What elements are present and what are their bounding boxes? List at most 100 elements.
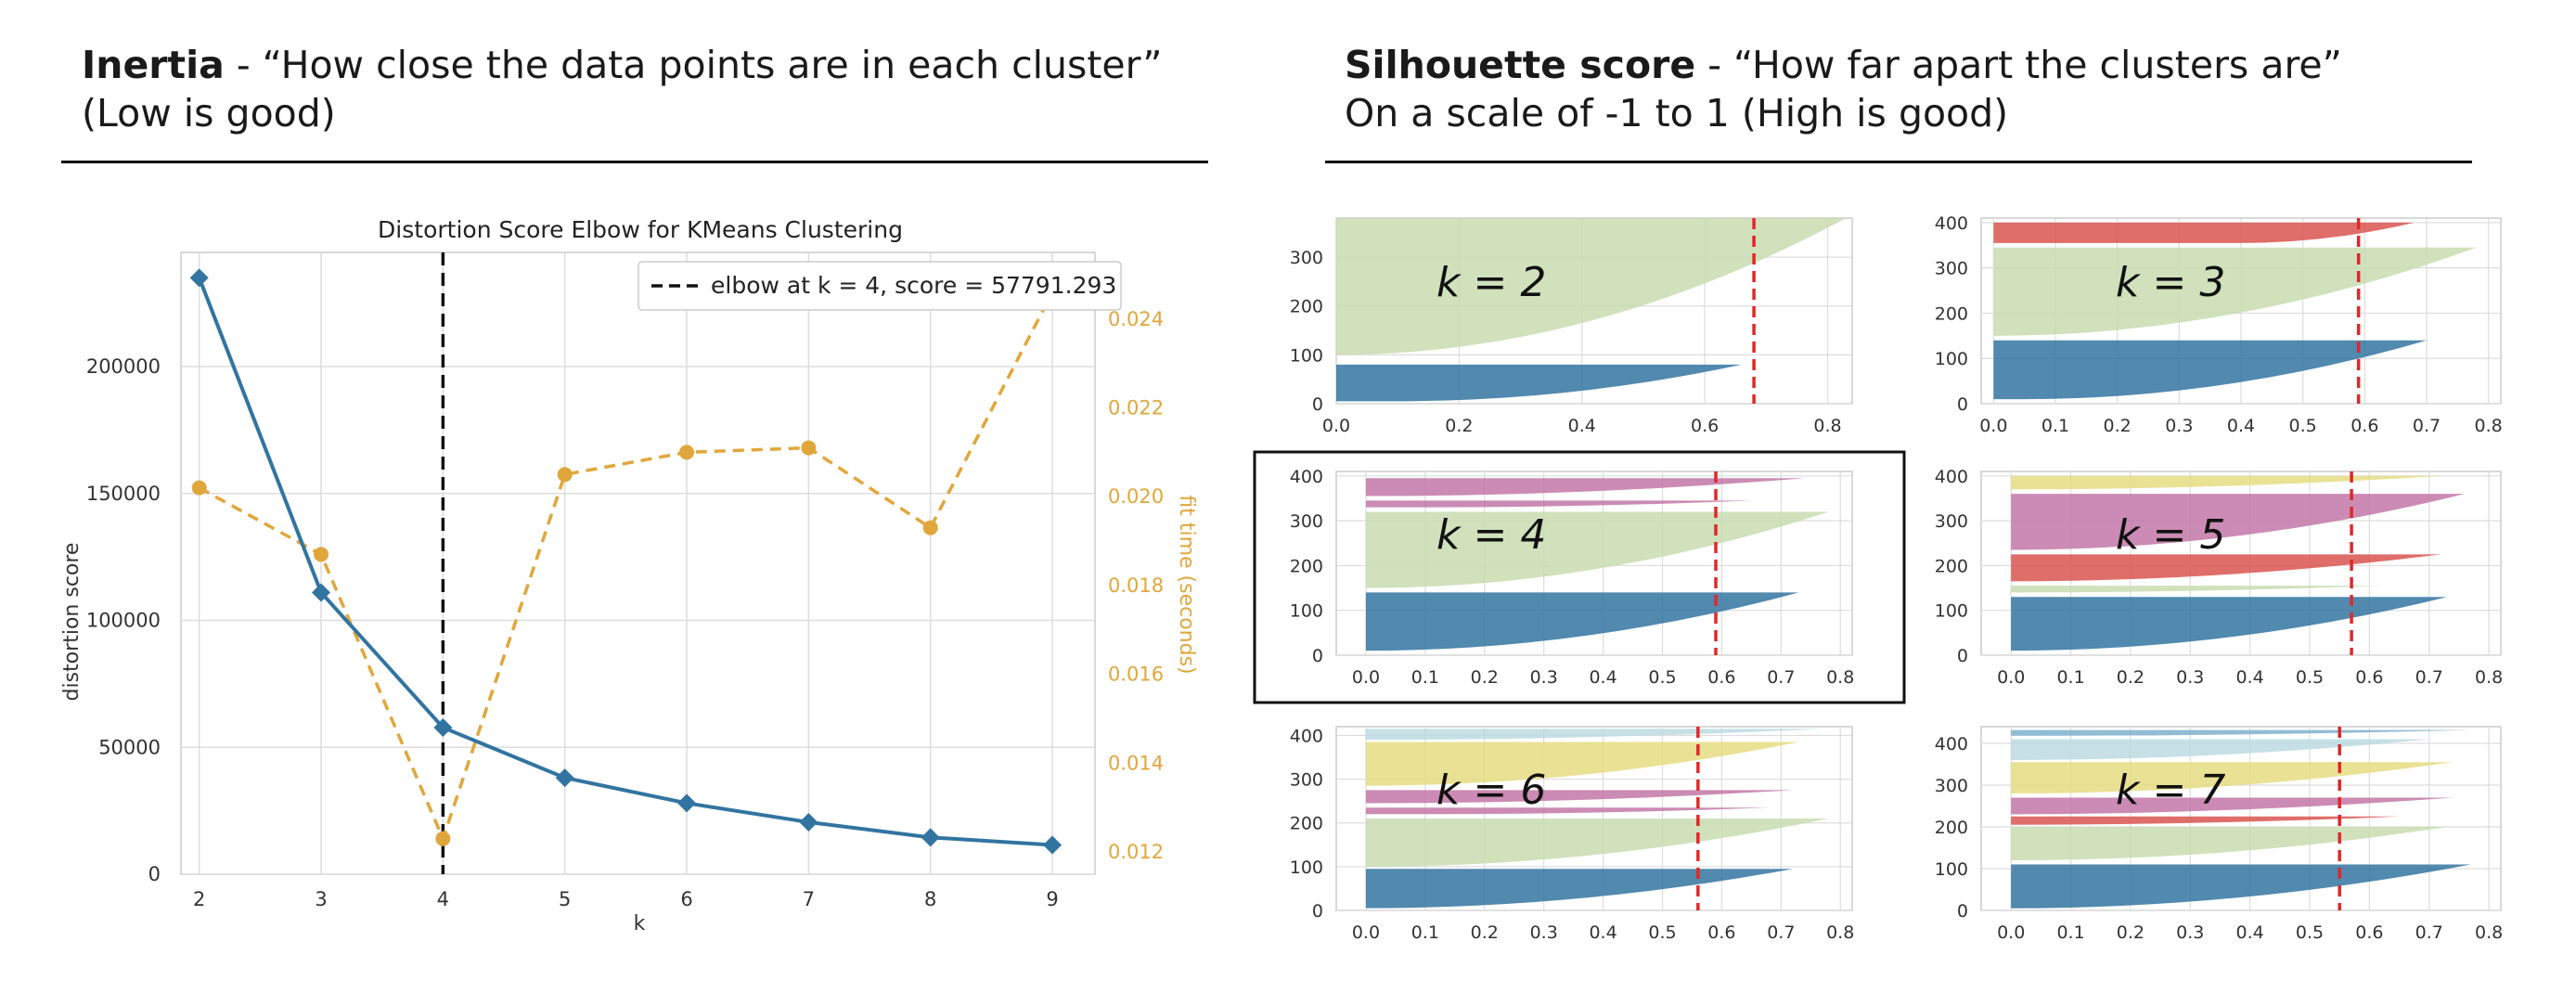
panel-y-tick-label: 300 [1290, 770, 1323, 791]
panel-y-tick-label: 400 [1290, 726, 1323, 746]
panel-x-tick-label: 0.5 [2296, 667, 2324, 688]
panel-y-tick-label: 300 [1290, 511, 1323, 532]
elbow-title: Distortion Score Elbow for KMeans Cluste… [378, 216, 903, 243]
panel-x-tick-label: 0.8 [1813, 416, 1841, 436]
panel-y-tick-label: 400 [1935, 213, 1968, 234]
panel-y-tick-label: 200 [1290, 556, 1323, 576]
y-tick-label: 0 [148, 863, 161, 885]
highlight-box-k4 [1253, 450, 1906, 704]
panel-x-tick-label: 0.0 [1979, 416, 2007, 436]
panel-y-tick-label: 0 [1957, 646, 1968, 666]
cluster-silhouette [2011, 475, 2441, 490]
silhouette-panel: 0.0 0.2 0.4 0.6 0.8 0 100 200 300 k = 2 [1290, 217, 1853, 436]
panel-y-tick-label: 0 [1312, 394, 1323, 415]
panel-x-tick-label: 0.4 [1589, 667, 1616, 688]
k-label: k = 7 [2116, 767, 2225, 814]
k-label: k = 2 [1436, 259, 1546, 306]
panel-x-tick-label: 0.6 [2355, 667, 2383, 688]
elbow-xlabel: k [634, 912, 646, 935]
panel-x-tick-label: 0.4 [2227, 416, 2255, 436]
elbow-chart: 2 3 4 5 6 7 8 9 0 50000 100000 150000 200000 0.012 0.0… [60, 216, 1198, 935]
k-label: k = 6 [1436, 767, 1546, 814]
distortion-point [1043, 835, 1063, 855]
panel-y-tick-label: 400 [1935, 734, 1968, 754]
distortion-point [799, 812, 818, 832]
cluster-silhouette [1365, 500, 1752, 508]
panel-y-tick-label: 300 [1290, 248, 1323, 268]
silhouette-panel: 0.0 0.1 0.2 0.3 0.4 0.5 0.6 0.7 0.8 0 100 200 300 400… [1290, 726, 1854, 943]
fit-time-point [922, 520, 938, 535]
panel-x-tick-label: 0.6 [2351, 416, 2378, 436]
panel-x-tick-label: 0.5 [2296, 922, 2324, 943]
distortion-line [197, 277, 1053, 847]
silhouette-panel: 0.0 0.1 0.2 0.3 0.4 0.5 0.6 0.7 0.8 0 100 200 300 400… [1935, 467, 2504, 688]
panel-x-tick-label: 0.7 [2415, 667, 2443, 688]
elbow-legend: elbow at k = 4, score = 57791.293 [638, 261, 1122, 311]
panel-x-tick-label: 0.1 [2041, 416, 2069, 436]
panel-x-tick-label: 0.2 [2104, 416, 2132, 436]
fit-time-point [801, 440, 817, 456]
cluster-silhouette [1993, 222, 2415, 243]
fit-time-line [198, 291, 1054, 844]
k-label: k = 4 [1436, 511, 1546, 559]
panel-x-tick-label: 0.8 [1826, 667, 1854, 688]
panel-x-tick-label: 0.5 [2289, 416, 2317, 436]
left-divider [61, 161, 1208, 163]
cluster-silhouette [1365, 742, 1799, 786]
panel-y-tick-label: 100 [1935, 859, 1968, 880]
legend-label: elbow at k = 4, score = 57791.293 [711, 272, 1116, 299]
y2-tick-label: 0.024 [1108, 308, 1164, 330]
cluster-silhouette [2011, 597, 2448, 651]
panel-x-tick-label: 0.2 [1471, 667, 1499, 688]
panel-x-tick-label: 0.8 [1826, 922, 1854, 943]
cluster-silhouette [2011, 739, 2429, 760]
cluster-silhouette [2011, 762, 2454, 793]
cluster-silhouette [1365, 478, 1805, 496]
cluster-silhouette [1365, 592, 1799, 651]
panel-x-tick-label: 0.0 [1997, 667, 2025, 688]
cluster-silhouette [2011, 554, 2441, 582]
panel-x-tick-label: 0.4 [2236, 667, 2264, 688]
panel-y-tick-label: 100 [1935, 601, 1968, 622]
panel-x-tick-label: 0.1 [1411, 922, 1439, 943]
right-divider [1325, 161, 2472, 163]
cluster-silhouette [1365, 807, 1770, 815]
x-tick-label: 5 [559, 888, 571, 910]
panel-x-tick-label: 0.2 [2117, 667, 2145, 688]
panel-y-tick-label: 100 [1290, 858, 1323, 878]
panel-x-tick-label: 0.4 [1568, 416, 1596, 436]
cluster-silhouette [1365, 511, 1829, 588]
right-header-rest: - “How far apart the clusters are” [1695, 43, 2342, 87]
panel-y-tick-label: 100 [1290, 345, 1323, 366]
panel-x-tick-label: 0.8 [2475, 922, 2503, 943]
panel-y-tick-label: 300 [1935, 776, 1968, 796]
left-header-line1: Inertia - “How close the data points are… [82, 41, 1162, 89]
k-label: k = 5 [2116, 511, 2225, 559]
panel-y-tick-label: 100 [1935, 349, 1968, 369]
distortion-point [555, 768, 574, 788]
cluster-silhouette [1365, 819, 1829, 867]
silhouette-panel: 0.0 0.1 0.2 0.3 0.4 0.5 0.6 0.7 0.8 0 100 200 300 400… [1935, 726, 2503, 943]
panel-y-tick-label: 0 [1957, 901, 1968, 922]
panel-x-tick-label: 0.6 [1707, 667, 1735, 688]
panel-x-tick-label: 0.3 [1530, 922, 1558, 943]
panel-x-tick-label: 0.3 [2176, 922, 2204, 943]
y2-tick-label: 0.018 [1108, 574, 1164, 597]
left-header-line2: (Low is good) [82, 91, 336, 135]
cluster-silhouette [2011, 864, 2471, 909]
panel-y-tick-label: 100 [1290, 601, 1323, 622]
x-tick-label: 4 [437, 888, 449, 910]
panel-x-tick-label: 0.7 [2413, 416, 2441, 436]
elbow-ylabel: distortion score [60, 543, 84, 702]
cluster-silhouette [1336, 364, 1742, 402]
panel-y-tick-label: 200 [1290, 297, 1323, 317]
x-tick-label: 8 [924, 888, 936, 910]
silhouette-panel: 0.0 0.1 0.2 0.3 0.4 0.5 0.6 0.7 0.8 0 100 200 300 400… [1290, 467, 1855, 688]
right-header-bold: Silhouette score [1345, 43, 1696, 87]
panel-x-tick-label: 0.6 [1691, 416, 1719, 436]
right-header-line2: On a scale of -1 to 1 (High is good) [1345, 91, 2009, 135]
panel-x-tick-label: 0.0 [1322, 416, 1350, 436]
panel-y-tick-label: 300 [1935, 511, 1968, 532]
y2-tick-label: 0.020 [1108, 485, 1164, 508]
cluster-silhouette [1993, 247, 2477, 336]
